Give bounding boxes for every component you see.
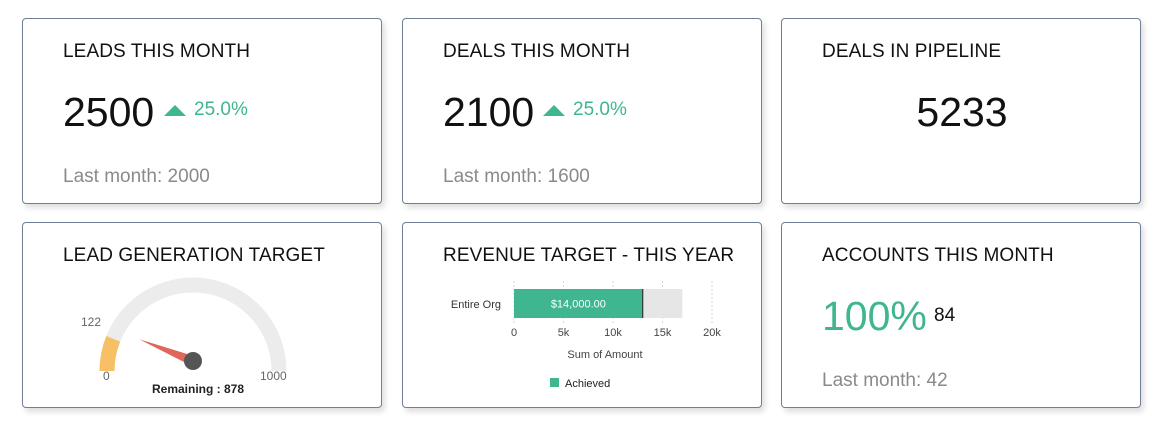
x-tick-label: 10k bbox=[604, 327, 622, 339]
leads-last-month: Last month: 2000 bbox=[63, 166, 210, 187]
gauge-max-label: 1000 bbox=[260, 369, 287, 383]
accounts-last-month: Last month: 42 bbox=[822, 370, 948, 391]
card-title: ACCOUNTS THIS MONTH bbox=[822, 245, 1054, 266]
leads-trend: 25.0% bbox=[164, 99, 248, 121]
revenue-x-title: Sum of Amount bbox=[567, 349, 642, 361]
pipeline-count: 5233 bbox=[916, 89, 1008, 135]
revenue-chart: $14,000.00 Entire Org 0 5k 10k 15k 20k Sum o… bbox=[451, 281, 721, 390]
x-tick-label: 0 bbox=[511, 327, 517, 339]
card-title: DEALS THIS MONTH bbox=[443, 41, 631, 62]
deals-count: 2100 bbox=[443, 89, 535, 135]
deals-this-month-card[interactable]: DEALS THIS MONTH 2100 25.0% Last month: … bbox=[402, 18, 762, 204]
card-title: DEALS IN PIPELINE bbox=[822, 41, 1002, 62]
accounts-count: 84 bbox=[934, 305, 956, 326]
gauge-marker-label: 122 bbox=[81, 315, 101, 329]
deals-last-month: Last month: 1600 bbox=[443, 166, 590, 187]
leads-count: 2500 bbox=[63, 89, 155, 135]
gauge-fill bbox=[99, 336, 121, 372]
gauge-track bbox=[99, 277, 287, 372]
revenue-x-ticks: 0 5k 10k 15k 20k bbox=[511, 327, 721, 339]
deals-trend: 25.0% bbox=[543, 99, 627, 121]
gauge-needle bbox=[139, 339, 195, 366]
revenue-target-card[interactable]: REVENUE TARGET - THIS YEAR $14,000.00 En… bbox=[402, 222, 762, 408]
revenue-legend-label[interactable]: Achieved bbox=[565, 378, 610, 390]
card-title: LEADS THIS MONTH bbox=[63, 41, 251, 62]
lead-generation-target-card[interactable]: LEAD GENERATION TARGET 122 0 1000 Remain… bbox=[22, 222, 382, 408]
card-title: REVENUE TARGET - THIS YEAR bbox=[443, 245, 735, 266]
trend-up-icon bbox=[543, 104, 565, 116]
trend-up-icon bbox=[164, 104, 186, 116]
leads-change: 25.0% bbox=[194, 99, 248, 120]
x-tick-label: 5k bbox=[558, 327, 570, 339]
revenue-bar-label: $14,000.00 bbox=[551, 299, 606, 311]
gauge-remaining-label: Remaining : 878 bbox=[152, 382, 244, 396]
revenue-category-label: Entire Org bbox=[451, 299, 501, 311]
legend-swatch-icon bbox=[550, 378, 559, 387]
accounts-percent: 100% bbox=[822, 293, 927, 339]
deals-in-pipeline-card[interactable]: DEALS IN PIPELINE 5233 bbox=[781, 18, 1141, 204]
leads-this-month-card[interactable]: LEADS THIS MONTH 2500 25.0% Last month: … bbox=[22, 18, 382, 204]
card-title: LEAD GENERATION TARGET bbox=[63, 245, 325, 266]
x-tick-label: 15k bbox=[654, 327, 672, 339]
gauge-hub bbox=[184, 352, 202, 370]
lead-gauge: 122 0 1000 Remaining : 878 bbox=[81, 277, 287, 396]
x-tick-label: 20k bbox=[703, 327, 721, 339]
accounts-this-month-card[interactable]: ACCOUNTS THIS MONTH 100% 84 Last month: … bbox=[781, 222, 1141, 408]
revenue-achieved-bar[interactable] bbox=[514, 289, 643, 318]
gauge-min-label: 0 bbox=[103, 369, 110, 383]
deals-change: 25.0% bbox=[573, 99, 627, 120]
